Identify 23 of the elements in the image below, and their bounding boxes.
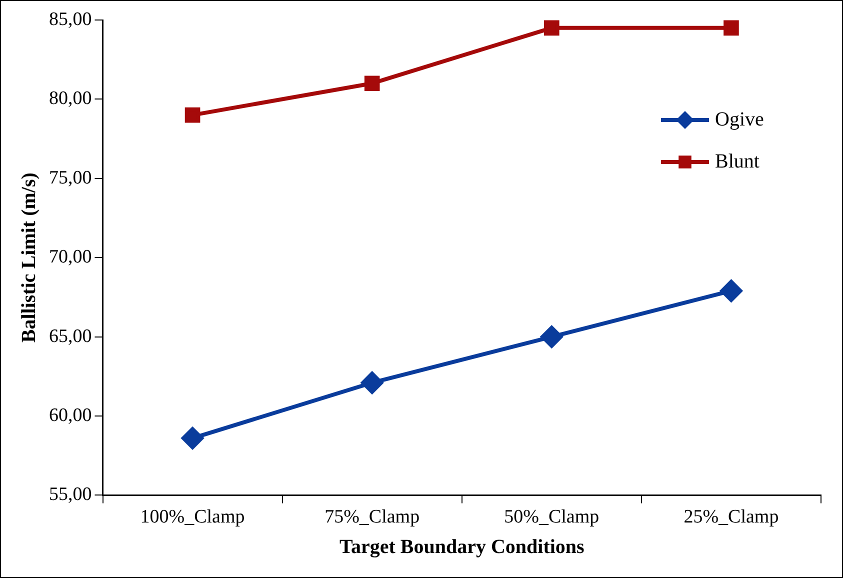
y-tick-label: 55,00 — [49, 484, 92, 506]
point — [540, 326, 563, 348]
x-tick-label: 25%_Clamp — [684, 506, 779, 528]
y-tick-label: 60,00 — [49, 404, 92, 426]
point — [184, 107, 200, 123]
x-tick-label: 100%_Clamp — [140, 506, 245, 528]
point — [544, 20, 560, 36]
y-axis-title: Ballistic Limit (m/s) — [18, 172, 40, 343]
point — [361, 372, 384, 394]
y-tick-label: 65,00 — [49, 326, 92, 347]
x-axis-title: Target Boundary Conditions — [339, 536, 585, 558]
x-tick-label: 50%_Clamp — [504, 506, 600, 528]
point — [182, 427, 204, 450]
point — [724, 20, 739, 36]
point — [720, 280, 742, 302]
y-tick-label: 80,00 — [49, 88, 92, 110]
legend-label: Ogive — [715, 108, 764, 130]
point — [364, 76, 380, 92]
legend-label: Blunt — [715, 150, 760, 172]
y-tick-label: 75,00 — [49, 167, 92, 188]
x-tick-label: 75%_Clamp — [324, 506, 420, 528]
y-tick-label: 70,00 — [49, 246, 92, 268]
y-tick-label: 85,00 — [49, 8, 92, 30]
